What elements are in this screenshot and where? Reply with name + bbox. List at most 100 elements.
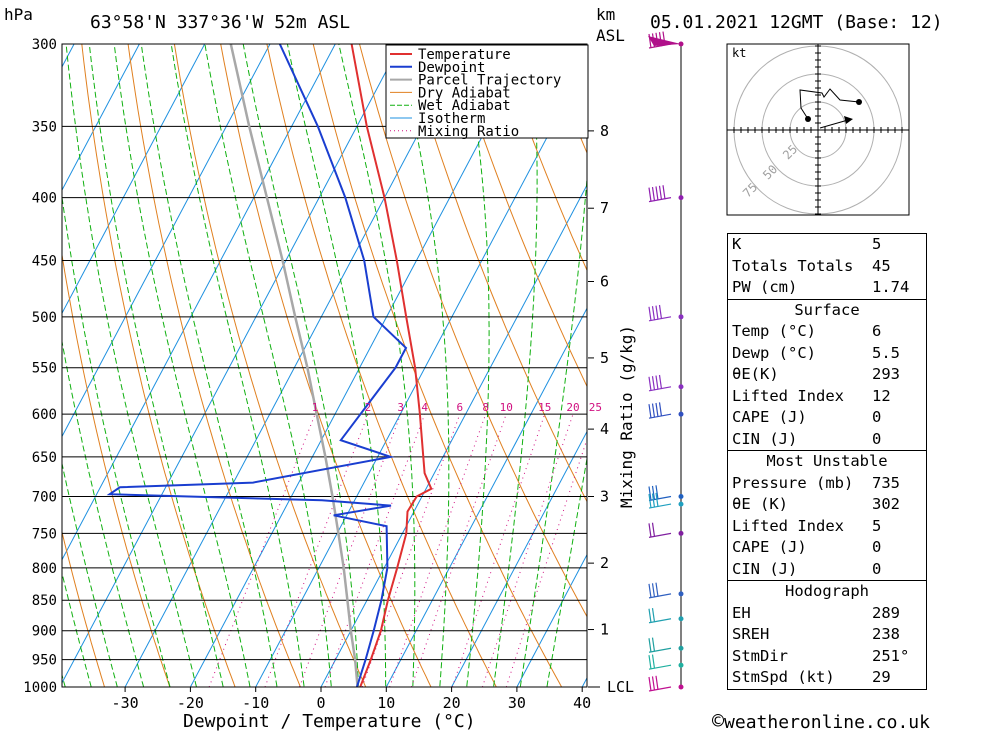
temperature-line xyxy=(350,44,433,687)
pressure-tick-label: 850 xyxy=(32,593,57,609)
wind-barb-shaft xyxy=(648,495,672,502)
surface-row: Dewp (°C) 5.5 xyxy=(728,343,926,365)
hodograph-stats-box: Hodograph EH 289 SREH 238 StmDir 251° StmSpd (… xyxy=(727,580,927,690)
wet-adiabat-line xyxy=(204,44,332,687)
legend-label: Temperature xyxy=(418,47,511,63)
mixing-ratio-axis-label: Mixing Ratio (g/kg) xyxy=(617,325,636,508)
most-unstable-value: 5 xyxy=(872,516,882,535)
surface-key: θE(K) xyxy=(732,365,779,383)
hodograph-stat-value: 29 xyxy=(872,668,891,686)
legend-label: Mixing Ratio xyxy=(418,124,519,140)
pressure-tick-label: 500 xyxy=(32,310,57,326)
pressure-tick-label: 950 xyxy=(32,653,57,669)
pressure-tick-label: 300 xyxy=(32,37,57,53)
wind-barb xyxy=(648,522,672,538)
most-unstable-value: 302 xyxy=(872,495,900,513)
wind-barb-feather xyxy=(658,402,663,417)
wind-level-dot xyxy=(678,662,684,668)
most-unstable-row: Pressure (mb) 735 xyxy=(728,473,926,495)
most-unstable-key: CAPE (J) xyxy=(732,538,807,556)
hodograph-stat-row: SREH 238 xyxy=(728,624,926,646)
hodograph-point-end xyxy=(856,99,862,105)
hodograph-point-start xyxy=(805,116,811,122)
mixing-ratio-line xyxy=(361,414,461,687)
wind-barb-feather xyxy=(648,33,652,49)
wind-barb-feather xyxy=(648,608,652,623)
legend-label: Dewpoint xyxy=(418,60,485,76)
wind-barb-feather xyxy=(648,376,652,391)
wind-level-dot xyxy=(678,645,684,651)
mixing-ratio-line xyxy=(208,414,316,687)
isotherm-line xyxy=(385,307,587,687)
wind-barb xyxy=(648,185,672,203)
mixing-ratio-label: 4 xyxy=(421,401,428,414)
wind-barb-shaft xyxy=(648,686,672,692)
temperature-tick-label: 20 xyxy=(443,694,461,712)
most-unstable-row: θE (K) 302 xyxy=(728,494,926,516)
wind-barb xyxy=(648,637,672,653)
surface-title: Surface xyxy=(794,300,860,319)
temperature-tick-label: -30 xyxy=(112,694,139,712)
wind-barb-feather xyxy=(648,523,652,538)
wet-adiabat-line xyxy=(493,44,538,687)
most-unstable-row: CAPE (J) 0 xyxy=(728,537,926,559)
surface-row: Lifted Index 12 xyxy=(728,386,926,408)
pressure-tick-label: 800 xyxy=(32,561,57,577)
temperature-tick-label: -10 xyxy=(242,694,269,712)
pressure-tick-label: 700 xyxy=(32,490,57,506)
surface-key: Dewp (°C) xyxy=(732,343,816,362)
wind-barb-shaft xyxy=(648,413,672,419)
wet-adiabat-line xyxy=(338,44,416,687)
isotherm-line xyxy=(255,60,587,687)
copyright[interactable]: ©weatheronline.co.uk xyxy=(712,709,930,733)
most-unstable-key: Lifted Index xyxy=(732,516,844,535)
hodograph-stat-row: StmDir 251° xyxy=(728,646,926,668)
wind-barb xyxy=(648,654,672,670)
mixing-ratio-label: 8 xyxy=(482,401,489,414)
mixing-ratio-label: 20 xyxy=(566,401,579,414)
wind-flag-top xyxy=(648,36,681,46)
isotherm-line xyxy=(320,184,587,687)
wind-barb-feather xyxy=(651,637,656,652)
pressure-unit-label: hPa xyxy=(4,5,33,24)
surface-key: Lifted Index xyxy=(732,386,844,405)
surface-row: θE(K) 293 xyxy=(728,364,926,386)
storm-motion-vector xyxy=(819,119,849,129)
most-unstable-key: θE (K) xyxy=(732,495,788,513)
wind-barb-feather xyxy=(655,186,659,201)
legend-label: Dry Adiabat xyxy=(418,85,511,101)
most-unstable-key: CIN (J) xyxy=(732,559,798,578)
height-tick-label: 6 xyxy=(600,272,609,290)
hodograph-stat-row: EH 289 xyxy=(728,603,926,625)
surface-value: 5.5 xyxy=(872,343,900,362)
indices-panel: K 5 Totals Totals 45 PW (cm) 1.74 Surface Tem… xyxy=(727,233,927,690)
surface-value: 0 xyxy=(872,429,882,448)
height-tick-label: 1 xyxy=(600,621,609,639)
pressure-tick-label: 750 xyxy=(32,526,57,542)
lcl-label: LCL xyxy=(607,678,634,696)
km-unit-label: km xyxy=(596,5,615,24)
wind-barb-feather xyxy=(651,654,656,669)
wind-barb-feather xyxy=(655,485,659,500)
legend-label: Parcel Trajectory xyxy=(418,73,561,89)
dry-adiabat-line xyxy=(266,44,497,687)
wind-level-dot xyxy=(678,411,684,417)
location-title: 63°58'N 337°36'W 52m ASL xyxy=(90,12,350,33)
most-unstable-row: Lifted Index 5 xyxy=(728,516,926,538)
wet-adiabat-line xyxy=(88,44,224,687)
wind-barb-feather xyxy=(658,185,663,200)
wet-adiabat-line xyxy=(62,338,145,687)
hodograph-unit: kt xyxy=(732,46,746,60)
height-tick-label: 8 xyxy=(600,122,609,140)
wind-barb-feather xyxy=(655,582,659,597)
surface-value: 293 xyxy=(872,365,900,383)
wet-adiabat-line xyxy=(65,44,198,687)
isotherm-line xyxy=(62,44,402,684)
hodograph-stat-value: 238 xyxy=(872,625,900,643)
wind-barb-shaft xyxy=(648,664,672,670)
dry-adiabat-line xyxy=(220,44,432,687)
storm-motion-arrowhead xyxy=(844,116,853,124)
temperature-tick-label: 40 xyxy=(573,694,591,712)
wind-barb-shaft xyxy=(648,532,672,538)
